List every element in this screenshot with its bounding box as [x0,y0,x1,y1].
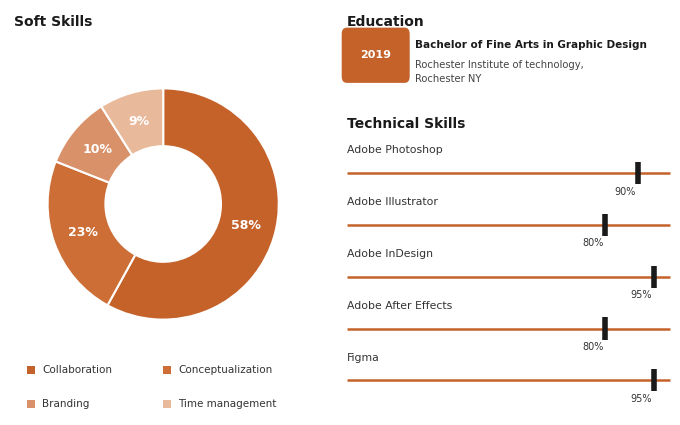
FancyBboxPatch shape [341,28,409,83]
Wedge shape [101,88,163,155]
Wedge shape [56,106,132,183]
Text: 10%: 10% [82,143,112,156]
Text: Adobe InDesign: Adobe InDesign [347,249,432,259]
Text: Technical Skills: Technical Skills [347,117,465,131]
Text: 90%: 90% [615,187,636,197]
Text: Rochester Institute of technology,: Rochester Institute of technology, [415,60,583,70]
Text: 95%: 95% [630,290,652,300]
Text: 80%: 80% [582,342,604,352]
Text: Adobe Illustrator: Adobe Illustrator [347,197,438,207]
Text: Bachelor of Fine Arts in Graphic Design: Bachelor of Fine Arts in Graphic Design [415,40,647,50]
Text: Figma: Figma [347,352,379,363]
Text: 23%: 23% [68,227,98,239]
Text: Education: Education [347,15,424,29]
Text: Soft Skills: Soft Skills [14,14,92,28]
Text: Conceptualization: Conceptualization [178,365,273,375]
Text: 9%: 9% [129,115,150,128]
Text: 80%: 80% [582,238,604,249]
Text: Time management: Time management [178,399,277,409]
Text: 58%: 58% [231,219,261,232]
Wedge shape [107,88,279,320]
Text: Rochester NY: Rochester NY [415,74,481,84]
Text: Adobe Photoshop: Adobe Photoshop [347,145,443,155]
Text: Adobe After Effects: Adobe After Effects [347,300,452,311]
Wedge shape [48,162,135,305]
Text: 95%: 95% [630,394,652,404]
Text: Collaboration: Collaboration [42,365,112,375]
Text: 2019: 2019 [360,50,391,60]
Text: Branding: Branding [42,399,90,409]
